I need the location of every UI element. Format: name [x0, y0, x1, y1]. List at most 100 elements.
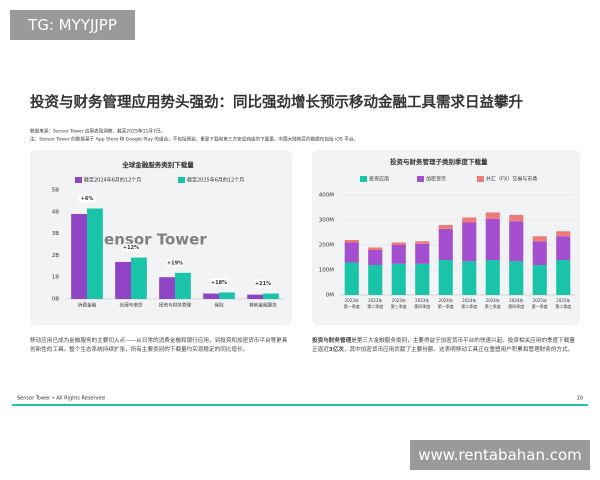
y-tick-label: 200M — [319, 243, 334, 249]
legend-label: 外汇（FX）交易与市场 — [486, 176, 537, 183]
x-tick-label: 2025年第二季度 — [555, 297, 571, 309]
source: 数据来源：Sensor Tower 应用表现洞察，截至2025年11月7日。 — [30, 128, 165, 135]
text: 3亿次 — [328, 346, 344, 353]
paragraph: 投资与财务管理是第三大金融服务类别，主要得益于加密货币平台的快速兴起。投资相关应… — [312, 337, 580, 354]
bar-segment — [556, 236, 571, 260]
x-tick-label: 2023年第三季度 — [391, 297, 407, 309]
text: 是第三大金融服务类别，主要得益于加密货币平台的快速兴起。投资相关应用的季度下载量… — [312, 338, 575, 353]
page-number: 10 — [577, 396, 583, 402]
bar-segment — [485, 260, 500, 295]
y-tick-label: 0B — [52, 297, 59, 303]
x-tick-label: 2024年第一季度 — [438, 297, 454, 309]
bar — [203, 293, 219, 299]
bar — [219, 292, 235, 299]
annotation: +12% — [123, 245, 139, 251]
bar — [247, 294, 263, 299]
bar — [71, 213, 87, 299]
text: 投资与财务管理 — [312, 338, 352, 344]
bar-segment — [556, 231, 571, 237]
paragraph: 移动应用已成为金融服务的主要切入点——从日常的消费金融和银行应用，到投资和加密货… — [30, 337, 292, 354]
annotation: +6% — [81, 196, 94, 202]
x-tick-label: 投资与财务管理 — [159, 302, 192, 309]
x-tick-label: 2023年第二季度 — [367, 297, 383, 309]
bar — [131, 257, 147, 299]
bar — [175, 272, 191, 299]
bar-segment — [462, 217, 477, 223]
annotation-box — [78, 194, 96, 203]
bar-segment — [438, 260, 453, 295]
y-tick-label: 4B — [52, 209, 59, 215]
x-tick-label: 2023年第一季度 — [344, 297, 360, 309]
legend-label: 截至2024年6月的12个月 — [84, 177, 141, 184]
bar-segment — [391, 245, 406, 264]
bar-segment — [485, 218, 500, 260]
legend-label: 截至2025年6月的12个月 — [187, 177, 244, 184]
chart-title: 投资与财务管理子类别季度下载量 — [390, 157, 488, 166]
y-tick-label: 100M — [319, 268, 334, 274]
bar-segment — [391, 242, 406, 245]
chart-title: 全球金融服务类别下载量 — [121, 160, 194, 169]
bar-segment — [509, 261, 524, 295]
bar-segment — [532, 236, 547, 242]
x-tick-label: 2024年第三季度 — [485, 297, 501, 309]
annotation: +21% — [255, 281, 271, 287]
x-tick-label: 其他金融服务 — [249, 302, 277, 309]
y-tick-label: 5B — [52, 188, 59, 194]
bar-segment — [368, 265, 383, 295]
bar — [87, 208, 103, 299]
y-tick-label: 0M — [326, 293, 334, 299]
legend-swatch — [178, 177, 185, 183]
y-tick-label: 3B — [52, 231, 59, 237]
watermark-tag: TG: MYYJJPP — [10, 10, 135, 40]
watermark: Sensor Tower — [93, 231, 207, 249]
y-tick-label: 400M — [319, 193, 334, 199]
x-tick-label: 2024年第二季度 — [461, 297, 477, 309]
bar — [115, 261, 131, 299]
x-tick-label: 2024年第四季度 — [508, 297, 524, 309]
legend-swatch — [477, 176, 484, 182]
bar-segment — [391, 263, 406, 295]
bar-segment — [509, 221, 524, 262]
bar-segment — [415, 241, 430, 244]
bar — [263, 293, 279, 299]
legend-label: 投资应用 — [369, 176, 389, 183]
annotation-box — [122, 243, 140, 252]
annotation-box — [254, 279, 272, 288]
watermark-tag: www.rentabahan.com — [410, 440, 590, 470]
x-tick-label: 消费金融 — [78, 302, 97, 309]
bar-segment — [556, 260, 571, 295]
legend-swatch — [75, 177, 82, 183]
y-tick-label: 300M — [319, 218, 334, 224]
bar-segment — [415, 263, 430, 295]
text: 移动应用已成为金融服务的主要切入点——从日常的消费金融和银行应用，到投资和加密货… — [30, 338, 288, 353]
bar-segment — [344, 262, 359, 295]
x-tick-label: 2025年第一季度 — [532, 297, 548, 309]
bar — [159, 277, 175, 299]
bar-segment — [438, 225, 453, 229]
x-tick-label: 保险 — [214, 302, 224, 309]
annotation-box — [166, 258, 184, 267]
bar-segment — [462, 261, 477, 295]
bar-segment — [368, 250, 383, 265]
bar-segment — [462, 222, 477, 262]
bar-segment — [344, 240, 359, 243]
annotation-box — [210, 278, 228, 287]
x-tick-label: 2023年第四季度 — [414, 297, 430, 309]
annotation: +18% — [211, 280, 227, 286]
legend-swatch — [360, 176, 367, 182]
bar-segment — [509, 215, 524, 222]
legend-label: 加密货币 — [426, 176, 446, 183]
bar-segment — [532, 265, 547, 295]
bar-segment — [344, 242, 359, 263]
bar-segment — [532, 241, 547, 265]
y-tick-label: 2B — [52, 253, 59, 259]
bar-segment — [368, 247, 383, 250]
page-title: 投资与财务管理应用势头强劲：同比强劲增长预示移动金融工具需求日益攀升 — [30, 93, 523, 111]
text: ，其中加密货币应用贡献了主要份额。这表明移动工具正在重塑用户积累和管理财务的方式… — [343, 346, 574, 353]
source: 注：Sensor Tower 的数据基于 App Store 和 Google … — [30, 136, 358, 143]
legend-swatch — [417, 176, 424, 182]
bar-segment — [485, 212, 500, 219]
footer-brand: Sensor Tower • All Rights Reserved — [17, 396, 105, 402]
